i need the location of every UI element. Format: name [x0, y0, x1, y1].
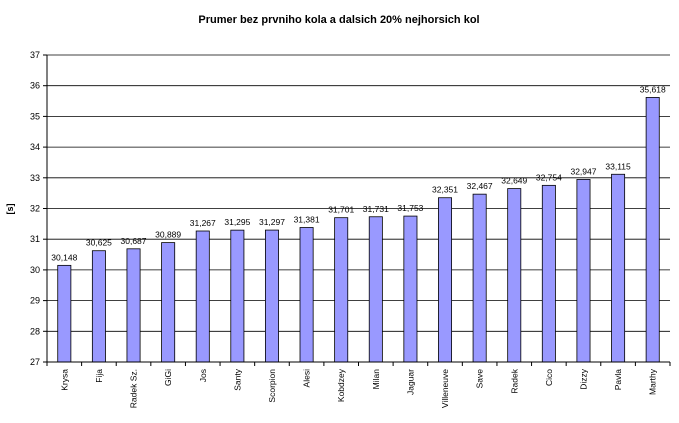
category-label: Alesi	[302, 369, 312, 388]
y-tick-label: 35	[30, 111, 40, 121]
bar	[264, 229, 279, 363]
gridlines	[47, 54, 670, 363]
y-tick-label: 33	[30, 173, 40, 183]
data-label: 31,295	[224, 217, 250, 227]
data-label: 31,731	[363, 204, 389, 214]
bar	[368, 216, 383, 363]
data-label: 30,687	[121, 236, 147, 246]
data-label: 32,947	[570, 166, 596, 176]
data-label: 35,618	[640, 84, 666, 94]
x-axis	[46, 361, 671, 366]
category-label: Villeneuve	[440, 369, 450, 408]
data-label: 31,297	[259, 217, 285, 227]
category-label: Cico	[544, 369, 554, 386]
data-label: 32,754	[536, 172, 562, 182]
y-tick-label: 29	[30, 296, 40, 306]
data-label: 30,625	[86, 238, 112, 248]
bar	[403, 215, 418, 363]
data-labels: 30,148 30,625 30,687 30,889 31,267 31,295 31,2…	[51, 84, 666, 262]
chart-title: Prumer bez prvniho kola a dalsich 20% ne…	[198, 14, 479, 26]
y-tick-label: 30	[30, 265, 40, 275]
category-label: Santy	[232, 368, 242, 390]
category-label: Fija	[94, 369, 104, 383]
category-label: Radek Sz.	[129, 369, 139, 408]
data-label: 31,753	[397, 203, 423, 213]
y-axis-label: [s]	[5, 203, 15, 214]
y-tick-label: 31	[30, 234, 40, 244]
category-label: Marthy	[648, 368, 658, 395]
category-label: Milan	[371, 369, 381, 390]
category-label: Scorpion	[267, 369, 277, 403]
data-label: 31,381	[294, 215, 320, 225]
y-tick-label: 28	[30, 326, 40, 336]
data-label: 31,267	[190, 218, 216, 228]
data-label: 30,148	[51, 252, 77, 262]
category-label: Kobdzey	[336, 368, 346, 402]
y-tick-label: 34	[30, 142, 40, 152]
data-label: 32,467	[467, 181, 493, 191]
category-label: Krysa	[59, 369, 69, 391]
category-label: Radek	[509, 368, 519, 393]
bar	[576, 179, 591, 363]
bar	[57, 264, 72, 363]
bar	[645, 97, 660, 363]
category-label: Dizzy	[578, 368, 588, 390]
bar	[472, 193, 487, 363]
category-label: Jos	[198, 369, 208, 382]
bar	[91, 250, 106, 363]
bar	[195, 230, 210, 363]
bar	[230, 229, 245, 363]
y-tick-label: 36	[30, 81, 40, 91]
data-label: 30,889	[155, 230, 181, 240]
y-tick-label: 32	[30, 204, 40, 214]
category-label: Save	[475, 369, 485, 389]
bar	[438, 197, 453, 363]
bar	[507, 188, 522, 363]
y-axis: 27 28 29 30 31 32 33 34 35 36 37	[30, 50, 48, 367]
bars	[57, 97, 660, 363]
y-tick-label: 37	[30, 50, 40, 60]
bar	[161, 242, 176, 363]
data-label: 32,351	[432, 185, 458, 195]
bar	[126, 248, 141, 363]
data-label: 32,649	[501, 176, 527, 186]
y-tick-label: 27	[30, 357, 40, 367]
bar	[541, 184, 556, 363]
data-label: 33,115	[605, 161, 631, 171]
category-label: Jaguar	[405, 369, 415, 395]
category-labels: Krysa Fija Radek Sz. GiGi Jos Santy Scorpion Al…	[59, 368, 657, 408]
data-label: 31,701	[328, 205, 354, 215]
bar	[611, 173, 626, 363]
category-label: Pavla	[613, 369, 623, 391]
bar	[334, 217, 349, 363]
bar	[299, 227, 314, 363]
category-label: GiGi	[163, 369, 173, 386]
